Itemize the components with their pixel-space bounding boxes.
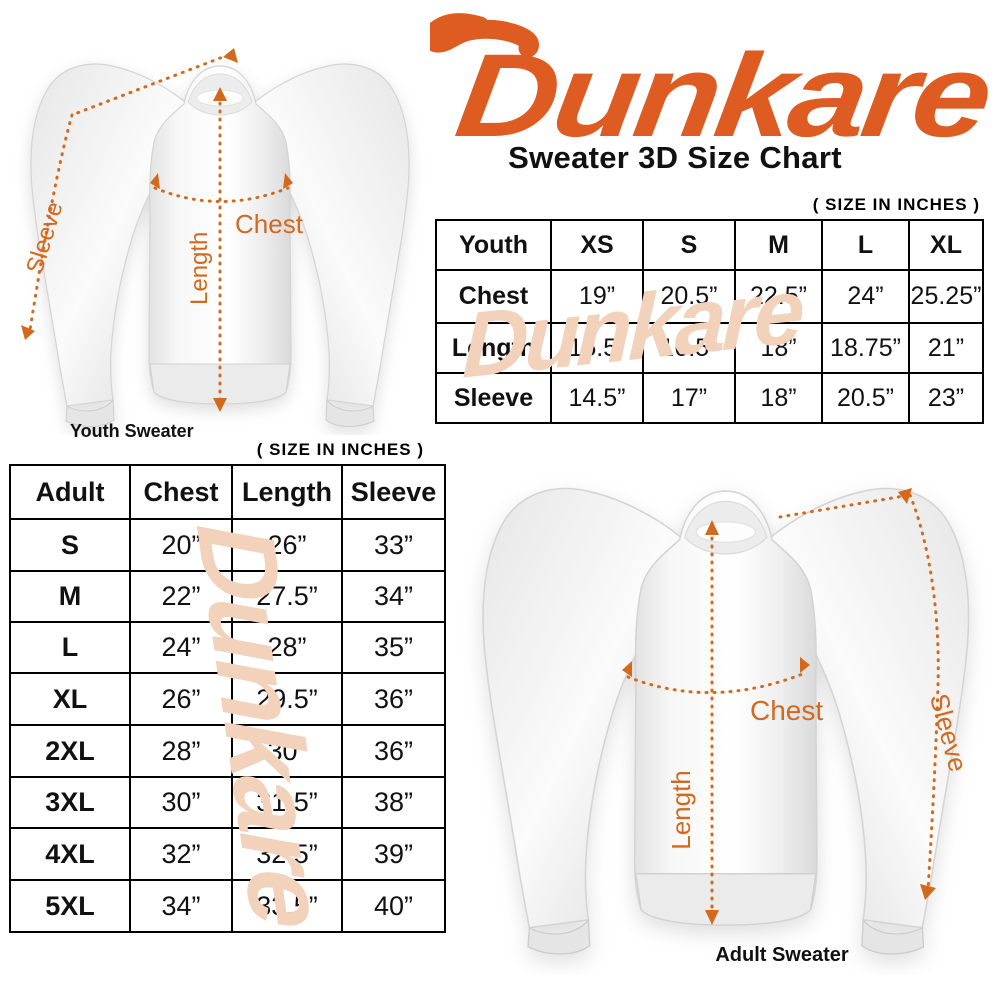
svg-text:Length: Length	[666, 770, 696, 850]
svg-text:Chest: Chest	[750, 695, 823, 726]
svg-text:Dunkare: Dunkare	[449, 29, 990, 158]
svg-text:Dunkare: Dunkare	[173, 524, 351, 926]
svg-text:Length: Length	[186, 232, 213, 305]
svg-text:Chest: Chest	[235, 209, 304, 239]
